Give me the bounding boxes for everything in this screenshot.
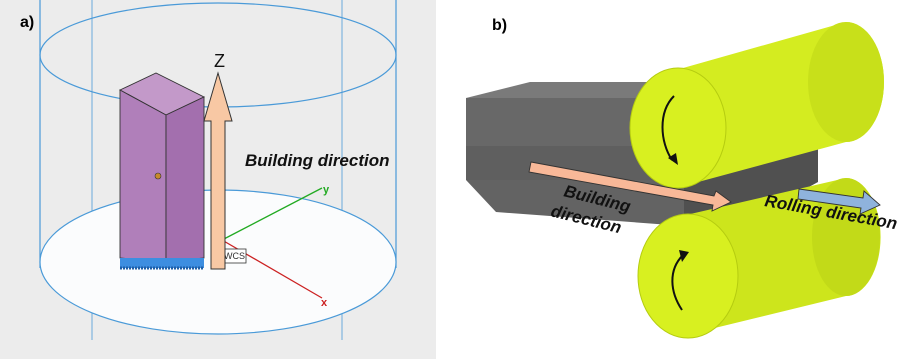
y-axis-line bbox=[221, 187, 323, 241]
panel-a-build-setup: y x WCS Z Building direction a) bbox=[0, 0, 436, 359]
building-direction-arrow bbox=[203, 71, 233, 270]
z-axis-label: Z bbox=[214, 51, 225, 71]
y-axis-label: y bbox=[323, 184, 330, 196]
panel-a-label: a) bbox=[20, 14, 34, 31]
building-direction-label: Building direction bbox=[245, 151, 390, 170]
top-roller bbox=[629, 22, 884, 189]
panel-b-rolling-setup: Building direction Rolling direction b) bbox=[436, 0, 898, 359]
panel-a-diagram: y x WCS Z Building direction a) bbox=[0, 0, 436, 359]
rolling-direction-arrow bbox=[797, 188, 881, 215]
wcs-label: WCS bbox=[224, 251, 245, 261]
building-direction-arrow-b bbox=[528, 161, 732, 212]
bottom-roller-rotation-arrowhead bbox=[679, 250, 689, 262]
x-axis-label: x bbox=[321, 297, 328, 309]
specimen-block bbox=[119, 72, 206, 270]
panel-b-diagram: Building direction Rolling direction b) bbox=[436, 0, 898, 359]
top-roller-rotation-arrowhead bbox=[668, 153, 678, 165]
panel-b-label: b) bbox=[492, 17, 507, 34]
